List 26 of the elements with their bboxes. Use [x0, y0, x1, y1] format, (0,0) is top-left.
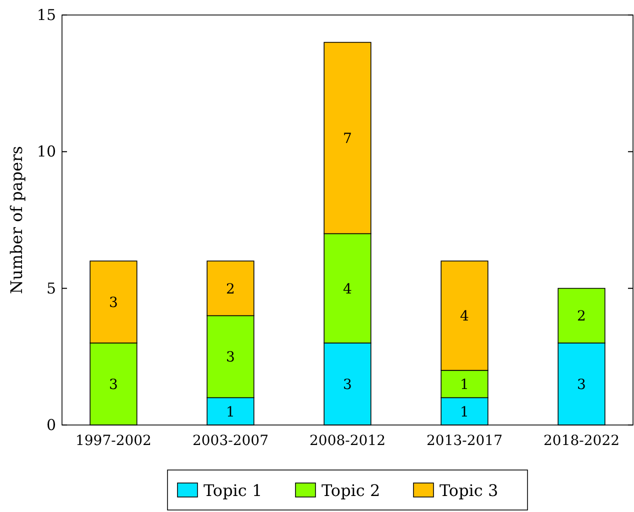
legend-label: Topic 2: [322, 481, 380, 500]
legend-label: Topic 3: [440, 481, 498, 500]
x-tick-label: 2013-2017: [426, 433, 503, 449]
data-label: 3: [109, 295, 118, 311]
y-tick-label: 0: [46, 416, 56, 434]
data-label: 2: [226, 281, 235, 298]
y-tick-label: 15: [36, 6, 56, 24]
data-label: 4: [460, 308, 470, 325]
x-tick-label: 1997-2002: [75, 433, 152, 449]
data-label: 7: [343, 131, 352, 147]
y-tick-label: 10: [36, 142, 56, 161]
data-label: 1: [226, 404, 235, 420]
data-label: 3: [109, 377, 118, 393]
data-label: 1: [460, 377, 469, 393]
y-tick-label: 5: [46, 279, 56, 298]
x-tick-label: 2018-2022: [544, 433, 620, 449]
data-label: 3: [226, 350, 235, 366]
data-label: 4: [343, 281, 352, 298]
data-label: 3: [343, 377, 352, 393]
y-axis-title: Number of papers: [7, 146, 26, 294]
data-label: 2: [577, 308, 586, 325]
x-tick-label: 2003-2007: [192, 433, 268, 449]
data-label: 3: [577, 377, 586, 393]
legend-label: Topic 1: [204, 481, 262, 500]
data-label: 1: [460, 404, 469, 420]
x-tick-label: 2008-2012: [310, 433, 386, 449]
